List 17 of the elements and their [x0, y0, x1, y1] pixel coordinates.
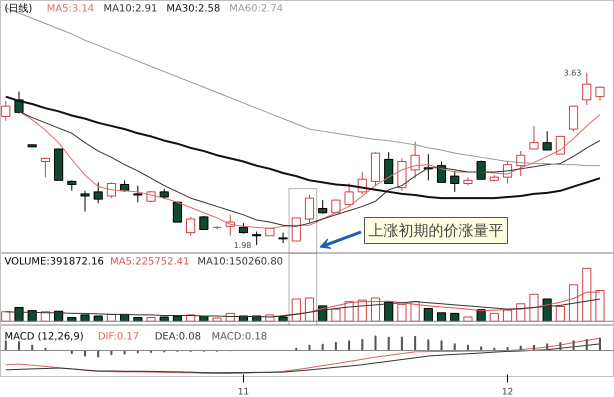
annotation: 上涨初期的价涨量平	[368, 222, 504, 240]
text: MA5:225752.41	[110, 256, 190, 268]
annotation: 3.63	[564, 68, 582, 78]
annotation: 1.98	[234, 241, 252, 250]
chart-title: (日线)	[4, 2, 32, 14]
text: DEA:0.08	[154, 332, 202, 342]
text: VOLUME:391872.16	[4, 256, 104, 268]
text: DIF:0.17	[98, 332, 140, 342]
text: MA30:2.58	[166, 4, 220, 14]
x-tick-label: 11	[238, 388, 250, 397]
text: MA10:2.91	[104, 4, 158, 14]
x-tick-label: 12	[502, 388, 514, 397]
text: MA5:3.14	[46, 4, 94, 14]
series-label: MACD:0.18	[212, 332, 268, 342]
text: MA10:150260.80	[197, 256, 284, 268]
text: MA60:2.74	[229, 4, 284, 14]
chart-title: MACD (12,26,9)	[4, 332, 84, 342]
